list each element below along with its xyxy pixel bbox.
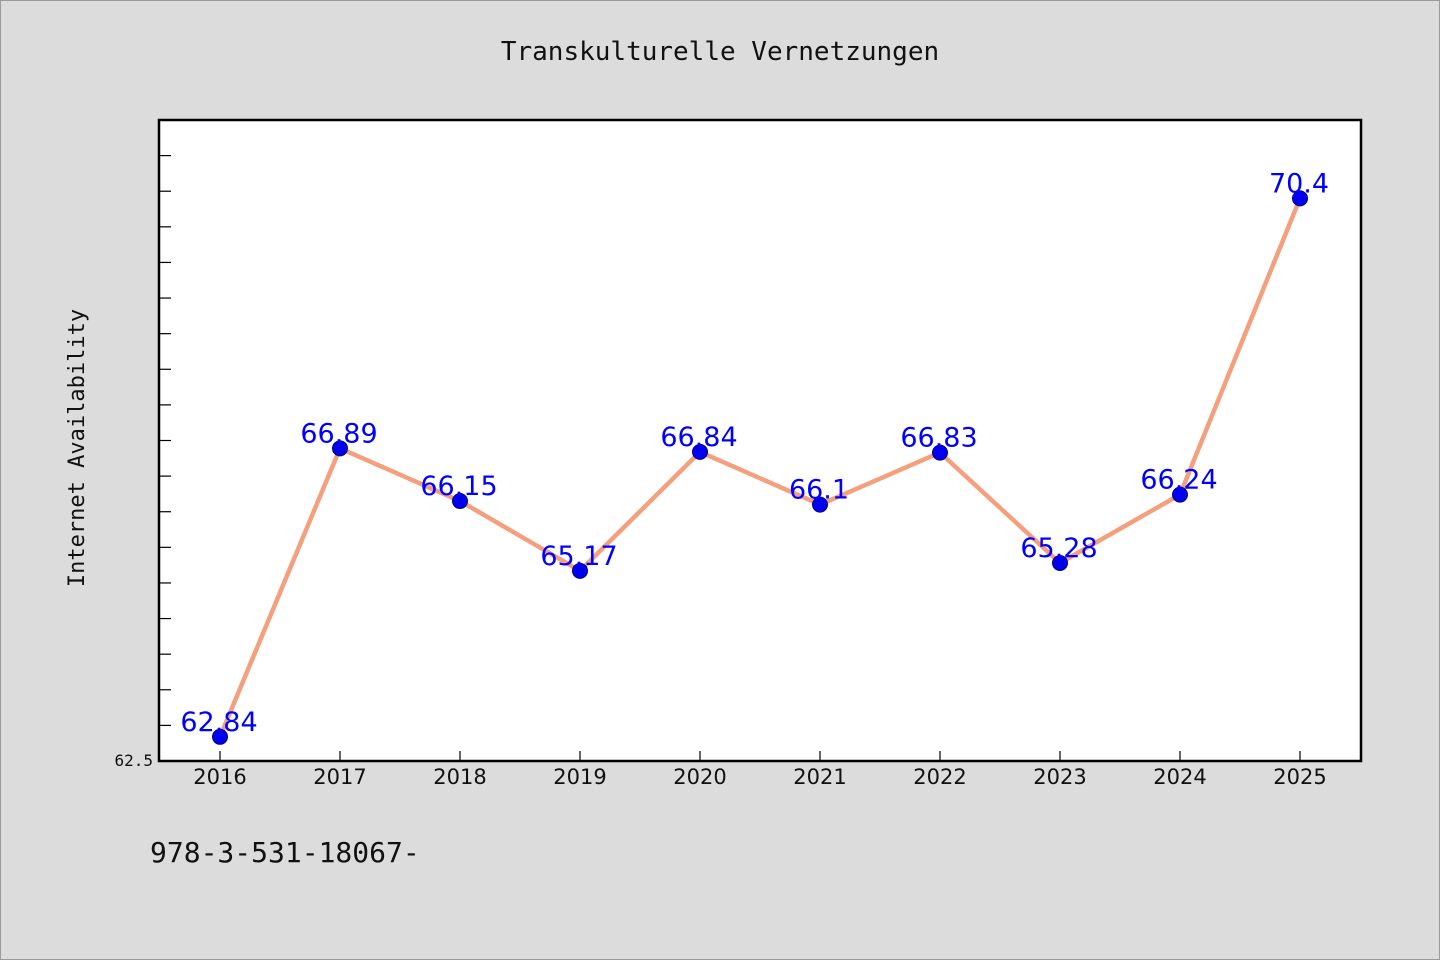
data-label: 66.1 [789,475,849,506]
data-label: 66.15 [420,471,497,502]
data-point [1292,190,1308,207]
x-tick-label: 2016 [193,765,246,789]
data-point [692,443,708,460]
x-tick-label: 2017 [313,765,366,789]
x-tick-label: 2020 [673,765,726,789]
data-point [572,562,588,579]
data-point [212,728,228,745]
y-tick-label: 62.5 [114,751,153,770]
data-label: 70.4 [1269,168,1329,199]
data-markers [212,190,1308,745]
y-axis-label: Internet Availability [65,309,90,587]
data-point [1052,555,1068,572]
chart-title: Transkulturelle Vernetzungen [501,37,939,67]
data-label: 62.84 [180,707,257,738]
x-axis-ticks: 2016 2017 2018 2019 2020 2021 2022 2023 2024 2025 [193,751,1327,789]
data-labels: 62.84 66.89 66.15 65.17 66.84 66.1 66.83 65.28 6… [180,168,1329,737]
data-point [812,496,828,513]
x-tick-label: 2019 [553,765,606,789]
x-tick-label: 2018 [433,765,486,789]
x-tick-label: 2021 [793,765,846,789]
data-point [332,440,348,457]
plot-area [157,118,1363,763]
x-tick-label: 2024 [1153,765,1206,789]
series-line [217,196,1303,740]
isbn-footer: 978-3-531-18067- [150,836,420,869]
x-tick-label: 2023 [1033,765,1086,789]
data-label: 66.89 [300,418,377,449]
x-tick-label: 2025 [1273,765,1326,789]
data-label: 66.83 [900,423,977,454]
x-tick-label: 2022 [913,765,966,789]
data-label: 65.28 [1020,533,1097,564]
data-point [1172,486,1188,503]
series-line-group [217,196,1303,740]
y-axis-ticks: 62.5 [114,119,171,770]
data-label: 66.24 [1140,465,1217,496]
data-label: 66.84 [660,422,737,453]
data-label: 65.17 [540,541,617,572]
data-point [932,444,948,461]
data-point [452,493,468,510]
